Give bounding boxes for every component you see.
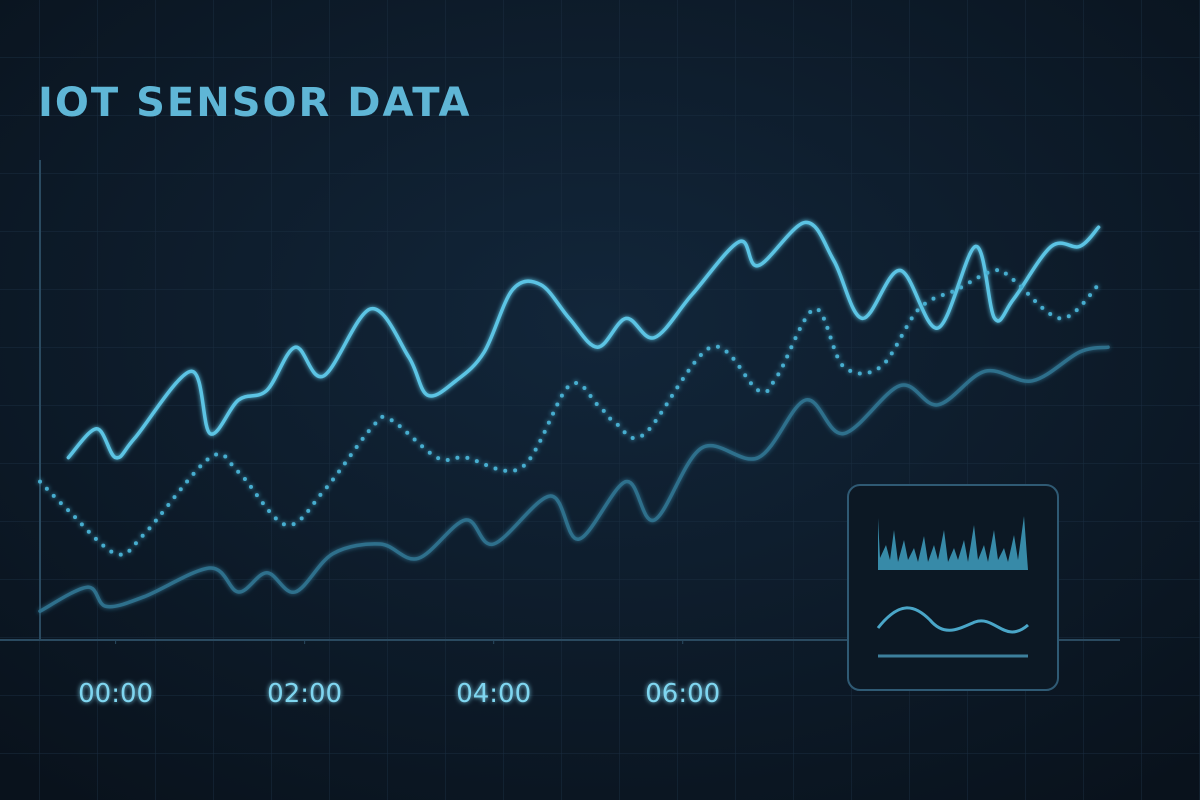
x-tick-label: 04:00 <box>456 679 531 709</box>
series-line <box>66 220 1101 460</box>
chart-title: IOT SENSOR DATA <box>38 80 471 126</box>
inset-panel <box>847 484 1059 691</box>
x-tick-label: 06:00 <box>645 679 720 709</box>
panel-wave <box>876 606 1029 634</box>
plot <box>38 220 1110 613</box>
x-tick-label: 02:00 <box>267 679 342 709</box>
panel-frame <box>847 484 1059 691</box>
panel-spectrum <box>878 516 1028 570</box>
series-line <box>38 345 1110 613</box>
x-tick-label: 00:00 <box>78 679 153 709</box>
series-line <box>38 268 1101 557</box>
